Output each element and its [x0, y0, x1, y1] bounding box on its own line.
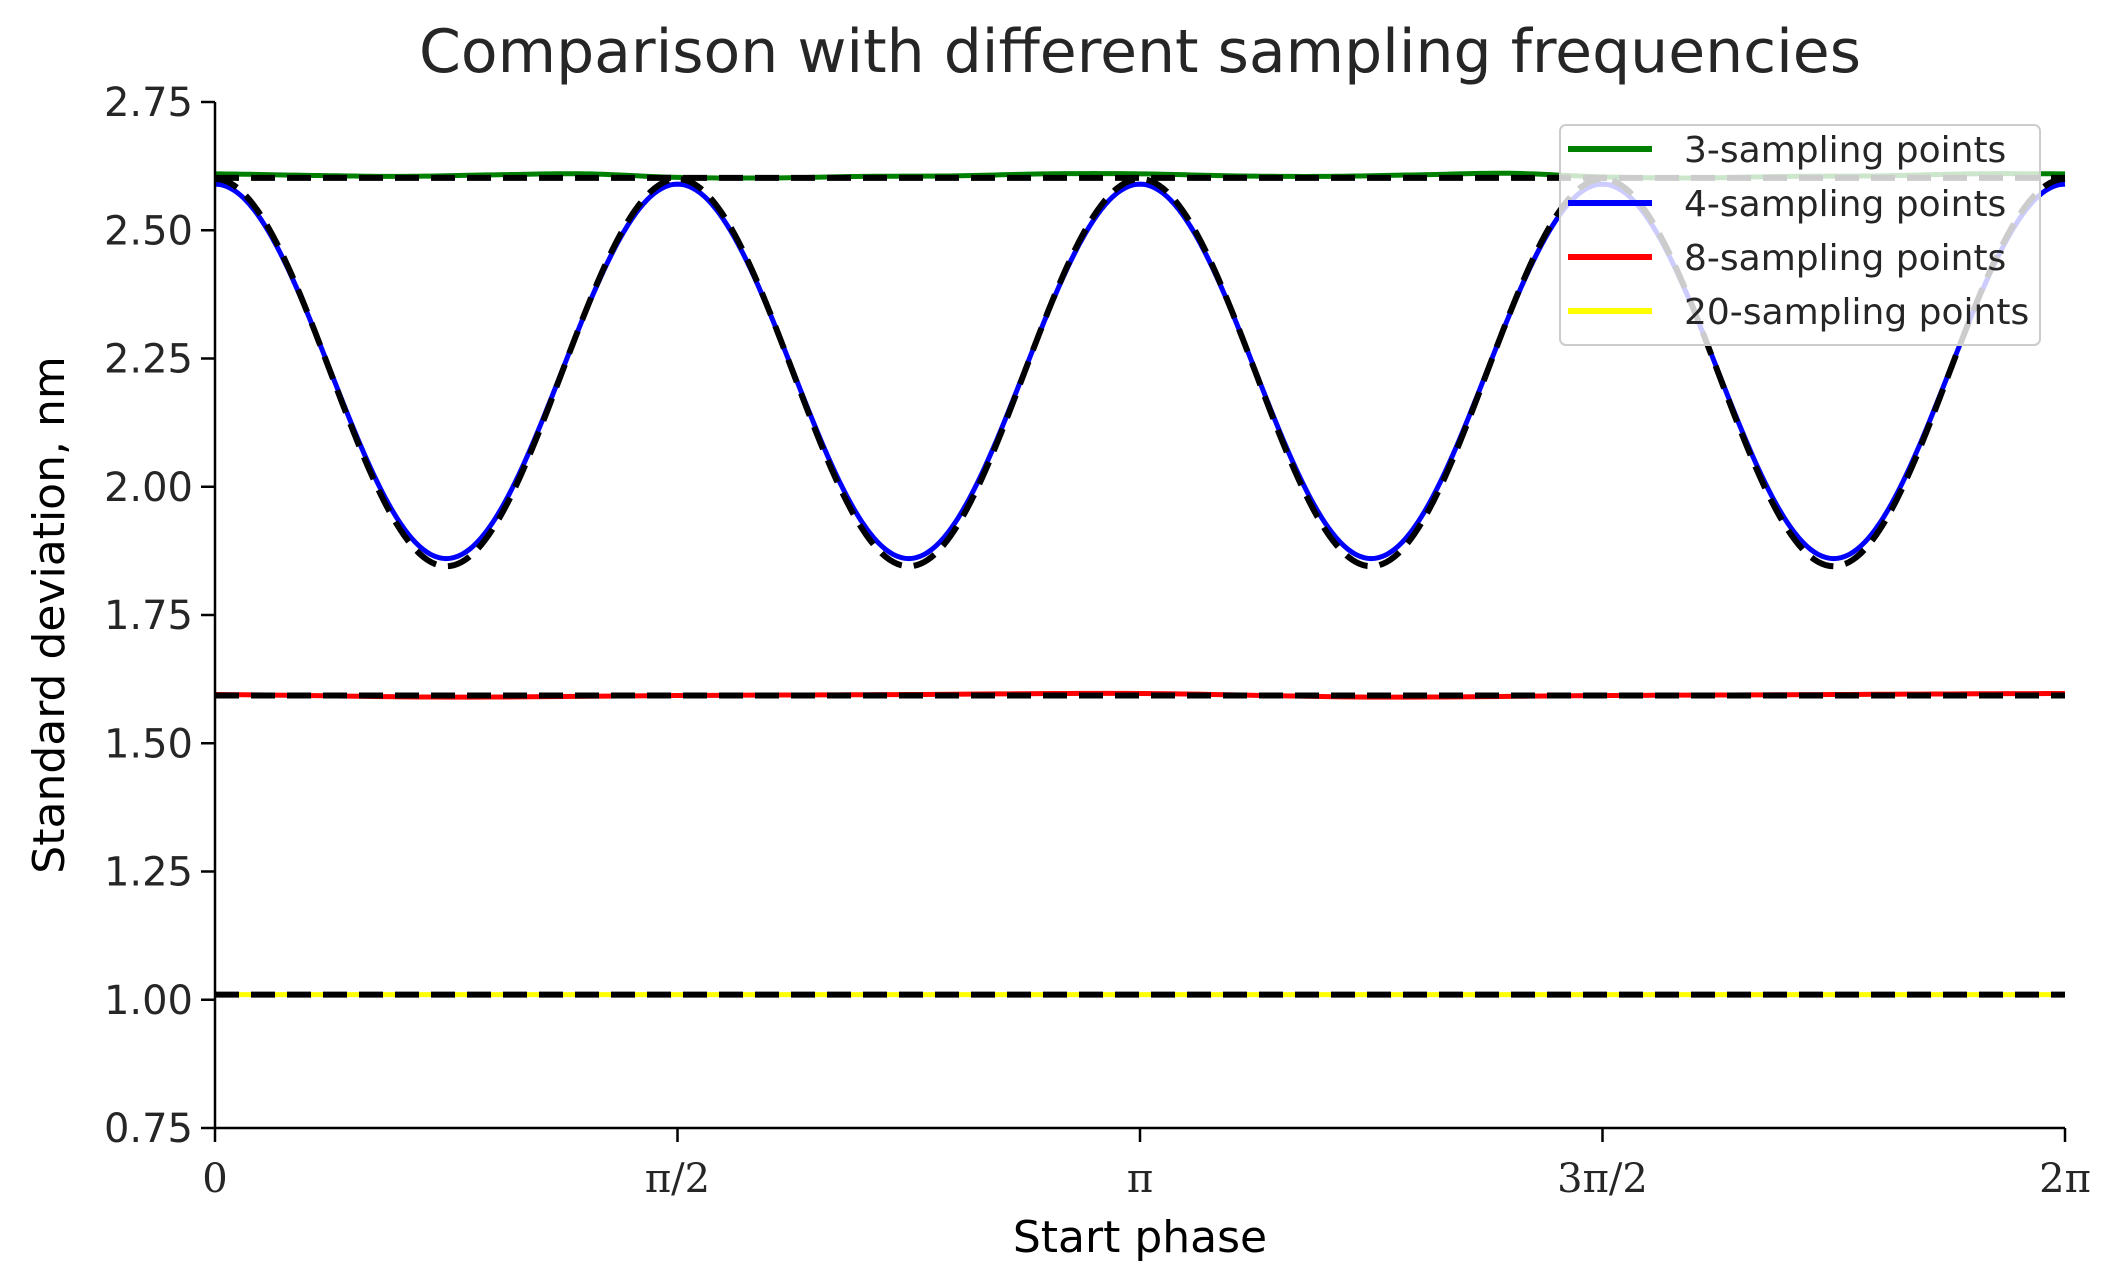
- y-tick-label: 1.75: [104, 593, 193, 639]
- x-tick-label: 0: [202, 1156, 227, 1202]
- chart-title: Comparison with different sampling frequ…: [419, 17, 1861, 87]
- y-tick-label: 0.75: [104, 1106, 193, 1152]
- x-tick-label: π/2: [645, 1156, 710, 1202]
- legend: 3-sampling points 4-sampling points 8-samp…: [1559, 124, 2041, 346]
- y-axis-label: Standard deviation, nm: [24, 356, 75, 873]
- legend-label-8-sampling-points: 8-sampling points: [1684, 238, 2006, 279]
- y-tick-label: 2.50: [104, 208, 193, 254]
- ticks-layer: 0.75 1.00 1.25 1.50 1.75 2.00 2.25 2.50 2.75 0 π/2…: [104, 80, 2091, 1202]
- y-tick-label: 1.50: [104, 721, 193, 767]
- y-tick-label: 2.00: [104, 465, 193, 511]
- legend-frame: [1559, 124, 2041, 346]
- x-tick-label: 3π/2: [1557, 1156, 1648, 1202]
- series-layer: [214, 170, 2066, 998]
- y-tick-label: 1.00: [104, 978, 193, 1024]
- legend-label-4-sampling-points: 4-sampling points: [1684, 184, 2006, 225]
- legend-label-3-sampling-points: 3-sampling points: [1684, 130, 2006, 171]
- x-axis-label: Start phase: [1013, 1212, 1267, 1263]
- x-tick-label: π: [1127, 1156, 1153, 1202]
- legend-label-20-sampling-points: 20-sampling points: [1684, 292, 2029, 333]
- x-tick-label: 2π: [2039, 1156, 2091, 1202]
- y-tick-label: 2.75: [104, 80, 193, 126]
- y-tick-label: 1.25: [104, 850, 193, 896]
- reference-line-4-sampling-points: [214, 175, 2066, 570]
- y-tick-label: 2.25: [104, 337, 193, 383]
